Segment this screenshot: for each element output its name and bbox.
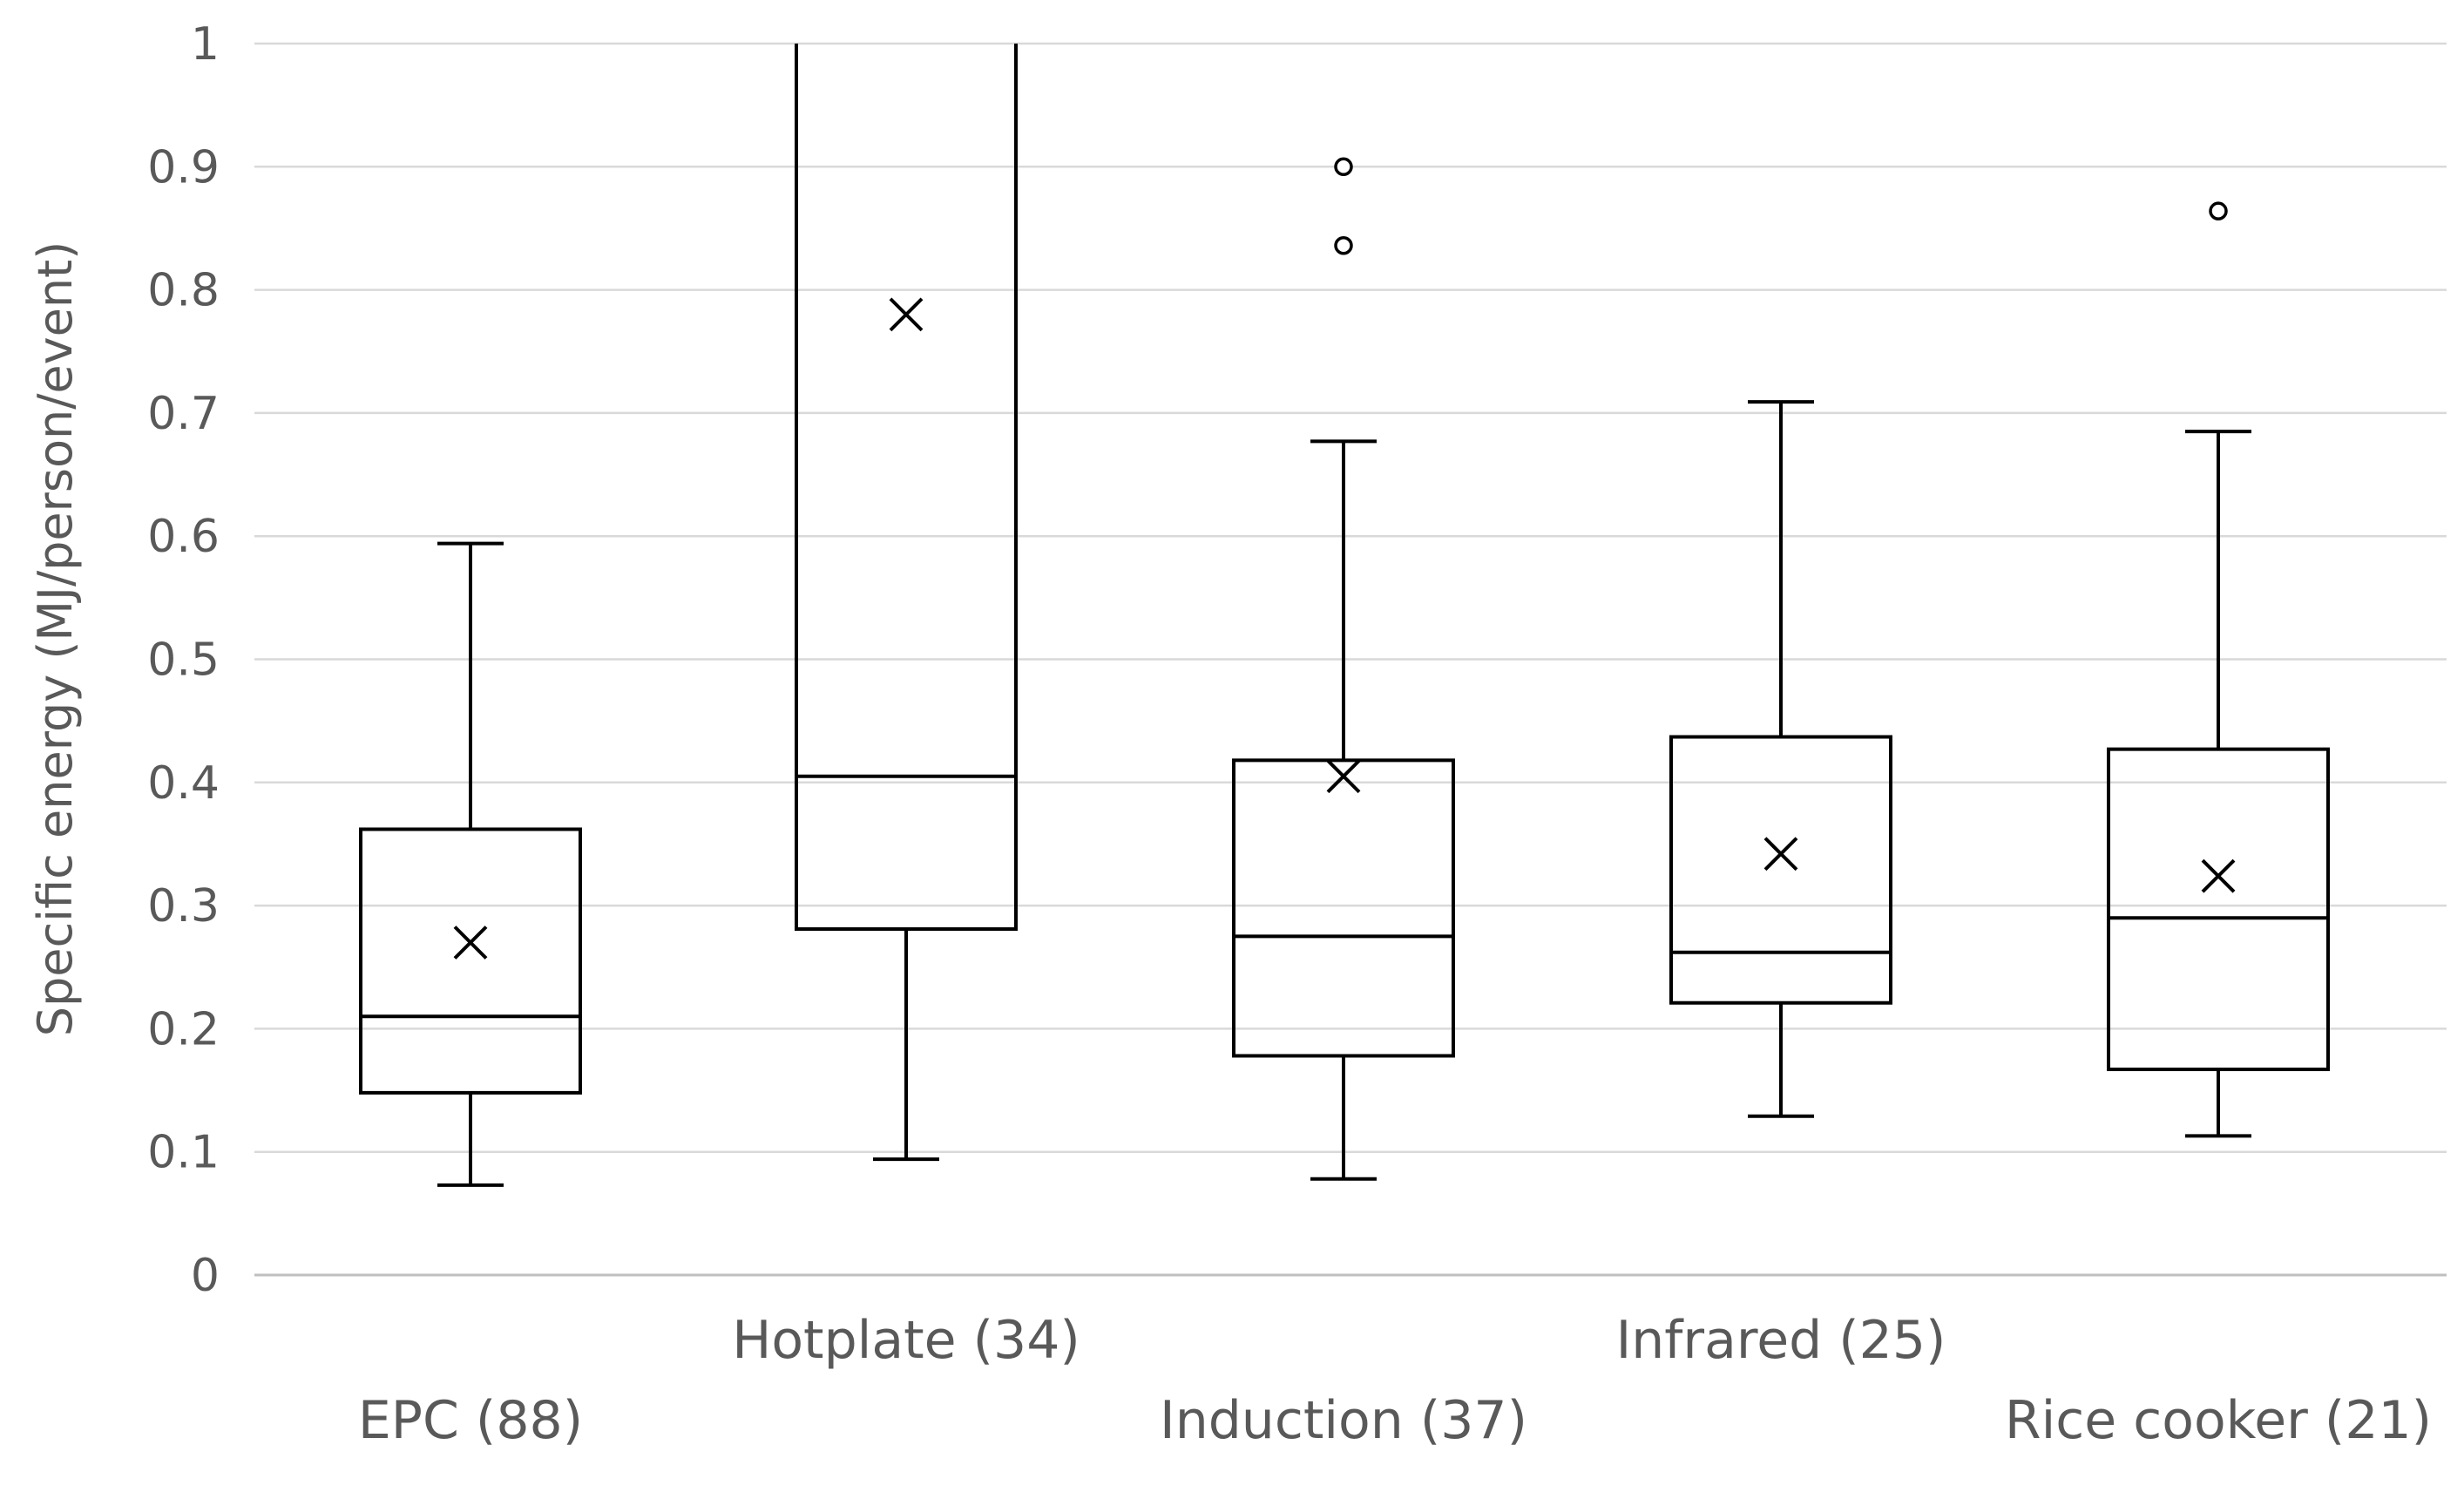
box-body [359, 827, 582, 1095]
mean-marker [453, 926, 488, 960]
y-tick-label: 0.3 [147, 880, 220, 933]
y-axis-title: Specific energy (MJ/person/event) [28, 241, 83, 1037]
outlier-point [1334, 157, 1353, 177]
mean-marker [889, 297, 924, 332]
outlier-point [1334, 235, 1353, 255]
box-body [2107, 747, 2330, 1072]
category-label: Rice cooker (21) [2005, 1390, 2432, 1451]
mean-marker [1326, 759, 1361, 794]
mean-marker [1763, 837, 1798, 872]
y-tick-label: 0 [191, 1250, 220, 1302]
y-tick-labels: 0 0.1 0.2 0.3 0.4 0.5 0.6 0.7 0.8 0.9 1 [147, 18, 220, 1302]
category-label: Infrared (25) [1616, 1310, 1946, 1371]
category-label: EPC (88) [358, 1390, 583, 1451]
boxes [359, 44, 2330, 1187]
category-label: Induction (37) [1160, 1390, 1527, 1451]
mean-marker [2201, 858, 2236, 893]
box-group [1232, 157, 1455, 1181]
box-body [1669, 735, 1892, 1005]
y-tick-label: 0.5 [147, 634, 220, 687]
category-label: Hotplate (34) [732, 1310, 1080, 1371]
box-body [1232, 758, 1455, 1058]
box-group [359, 541, 582, 1187]
gridlines [254, 42, 2447, 1277]
y-tick-label: 0.7 [147, 388, 220, 440]
y-tick-label: 0.9 [147, 141, 220, 193]
box-group [795, 44, 1018, 1162]
y-tick-label: 0.6 [147, 511, 220, 563]
y-tick-label: 0.4 [147, 757, 220, 810]
y-tick-label: 0.2 [147, 1003, 220, 1055]
category-labels: EPC (88) Hotplate (34) Induction (37) Infra… [358, 1310, 2432, 1451]
box-body [795, 44, 1018, 931]
y-tick-label: 0.1 [147, 1127, 220, 1179]
box-group [1669, 400, 1892, 1118]
y-tick-label: 1 [191, 18, 220, 71]
box-group [2107, 201, 2330, 1138]
y-tick-label: 0.8 [147, 265, 220, 317]
outlier-point [2209, 201, 2228, 220]
